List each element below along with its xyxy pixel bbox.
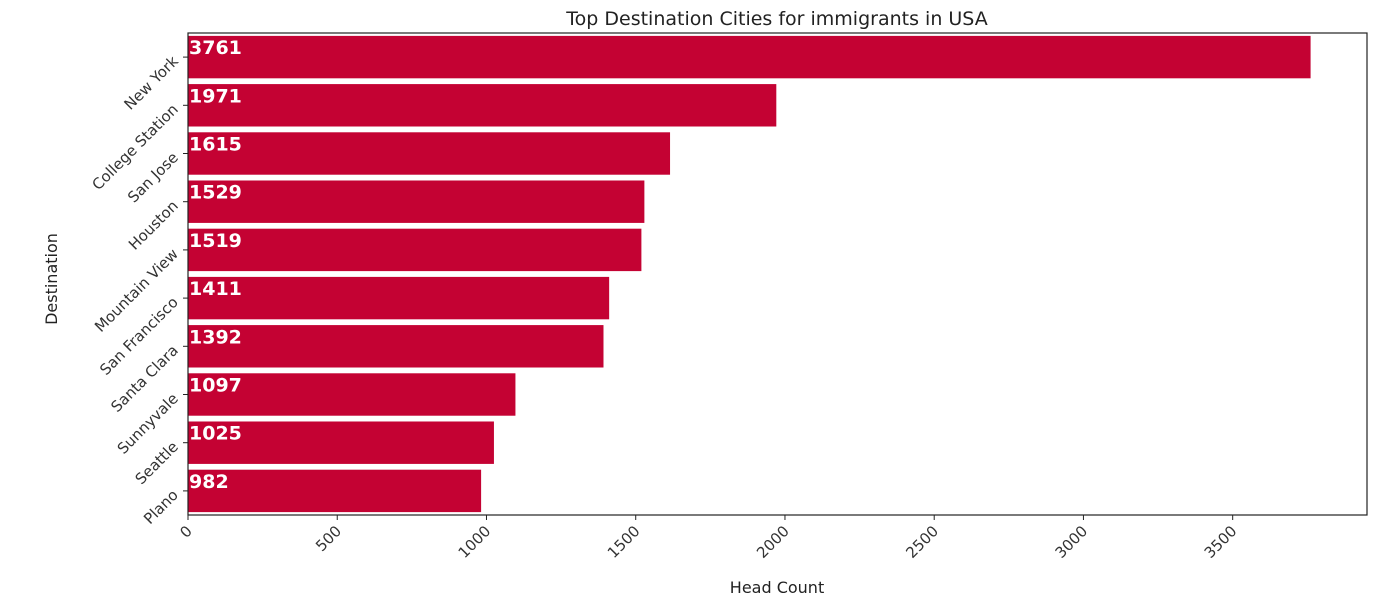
- y-tick-label: Mountain View: [91, 245, 182, 336]
- bar: [188, 469, 482, 513]
- x-tick-label: 0: [176, 522, 195, 541]
- x-tick-label: 3000: [1052, 522, 1092, 562]
- data-label: 1529: [189, 182, 242, 204]
- y-tick-label: Seattle: [132, 438, 182, 488]
- x-axis-label: Head Count: [730, 578, 824, 597]
- y-tick-label: Houston: [125, 197, 182, 254]
- bar: [188, 35, 1311, 79]
- chart-title: Top Destination Cities for immigrants in…: [565, 8, 987, 30]
- y-axis-label: Destination: [42, 233, 61, 325]
- x-tick-label: 1500: [604, 522, 644, 562]
- data-label: 982: [189, 471, 229, 493]
- x-tick-label: 1000: [455, 522, 495, 562]
- x-tick-label: 2000: [753, 522, 793, 562]
- y-tick-label: Plano: [140, 486, 182, 528]
- bar: [188, 228, 642, 272]
- bar: [188, 180, 645, 223]
- data-labels-group: 3761 1971 1615 1529 1519 1411 1392 1097 1025 982: [189, 37, 242, 493]
- x-tick-label: 2500: [902, 522, 942, 562]
- plot-frame: [187, 32, 1368, 516]
- data-label: 1971: [189, 85, 242, 107]
- x-tick-label: 500: [312, 522, 345, 555]
- data-label: 1615: [189, 134, 242, 156]
- bar: [188, 373, 516, 416]
- x-tick-label: 3500: [1201, 522, 1241, 562]
- data-label: 1025: [189, 423, 242, 445]
- bars-group: [188, 35, 1311, 513]
- bar: [188, 84, 777, 127]
- data-label: 3761: [189, 37, 242, 59]
- x-axis-ticks: 0 500 1000 1500 2000 2500 3000 3500: [176, 515, 1241, 562]
- bar: [188, 421, 494, 464]
- data-label: 1097: [189, 375, 242, 397]
- bar: [188, 276, 610, 320]
- bar: [188, 325, 604, 368]
- data-label: 1519: [189, 230, 242, 252]
- data-label: 1392: [189, 326, 242, 348]
- data-label: 1411: [189, 278, 242, 300]
- bar: [188, 132, 671, 175]
- y-tick-label: College Station: [88, 100, 181, 193]
